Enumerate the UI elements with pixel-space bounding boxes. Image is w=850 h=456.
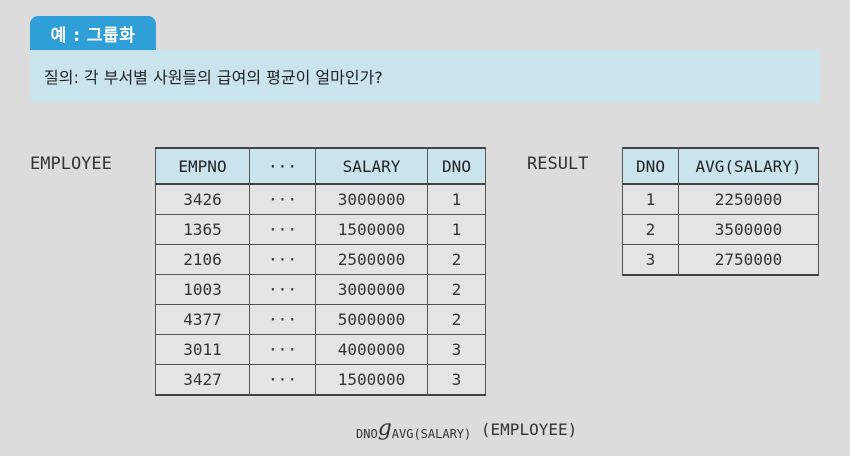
employee-cell: 3426 bbox=[156, 184, 250, 215]
employee-cell: 3 bbox=[428, 365, 486, 396]
employee-cell: 3011 bbox=[156, 335, 250, 365]
result-row: 2 3500000 bbox=[623, 215, 819, 245]
employee-cell: ··· bbox=[250, 245, 316, 275]
employee-cell: 2 bbox=[428, 245, 486, 275]
employee-cell: 1 bbox=[428, 184, 486, 215]
employee-row: 1365 ··· 1500000 1 bbox=[156, 215, 486, 245]
result-cell: 2 bbox=[623, 215, 679, 245]
result-table-label: RESULT bbox=[527, 154, 588, 174]
employee-cell: 2 bbox=[428, 305, 486, 335]
result-cell: 1 bbox=[623, 184, 679, 215]
result-header-cell: AVG(SALARY) bbox=[679, 148, 819, 184]
section-title: 예 : 그룹화 bbox=[30, 16, 156, 50]
employee-cell: 1500000 bbox=[316, 365, 428, 396]
employee-header-cell: SALARY bbox=[316, 148, 428, 184]
employee-cell: ··· bbox=[250, 275, 316, 305]
result-cell: 2250000 bbox=[679, 184, 819, 215]
result-table: DNO AVG(SALARY) 1 2250000 2 3500000 3 2750000 bbox=[622, 147, 819, 276]
query-text: 질의: 각 부서별 사원들의 급여의 평균이 얼마인가? bbox=[30, 50, 820, 102]
formula-group-attr: DNO bbox=[356, 427, 378, 441]
employee-cell: 4377 bbox=[156, 305, 250, 335]
employee-cell: 3 bbox=[428, 335, 486, 365]
formula-relation: (EMPLOYEE) bbox=[481, 420, 577, 439]
employee-cell: 1500000 bbox=[316, 215, 428, 245]
formula-function: AVG(SALARY) bbox=[392, 427, 471, 441]
employee-cell: 2500000 bbox=[316, 245, 428, 275]
employee-cell: 1 bbox=[428, 215, 486, 245]
employee-cell: ··· bbox=[250, 184, 316, 215]
employee-cell: 5000000 bbox=[316, 305, 428, 335]
result-cell: 2750000 bbox=[679, 245, 819, 276]
employee-cell: 1003 bbox=[156, 275, 250, 305]
employee-header-cell: EMPNO bbox=[156, 148, 250, 184]
employee-cell: ··· bbox=[250, 305, 316, 335]
employee-cell: 3000000 bbox=[316, 275, 428, 305]
employee-cell: 2 bbox=[428, 275, 486, 305]
result-row: 1 2250000 bbox=[623, 184, 819, 215]
aggregation-formula: DNOgAVG(SALARY) (EMPLOYEE) bbox=[356, 416, 577, 441]
result-cell: 3 bbox=[623, 245, 679, 276]
employee-cell: 1365 bbox=[156, 215, 250, 245]
employee-row: 3427 ··· 1500000 3 bbox=[156, 365, 486, 396]
employee-row: 3011 ··· 4000000 3 bbox=[156, 335, 486, 365]
employee-cell: ··· bbox=[250, 365, 316, 396]
result-header-cell: DNO bbox=[623, 148, 679, 184]
employee-row: 1003 ··· 3000000 2 bbox=[156, 275, 486, 305]
employee-cell: 4000000 bbox=[316, 335, 428, 365]
employee-header-cell: ··· bbox=[250, 148, 316, 184]
employee-cell: 2106 bbox=[156, 245, 250, 275]
employee-row: 2106 ··· 2500000 2 bbox=[156, 245, 486, 275]
employee-cell: ··· bbox=[250, 215, 316, 245]
employee-cell: ··· bbox=[250, 335, 316, 365]
formula-operator: g bbox=[378, 416, 392, 441]
result-cell: 3500000 bbox=[679, 215, 819, 245]
employee-table: EMPNO ··· SALARY DNO 3426 ··· 3000000 1 1365 ···… bbox=[155, 147, 486, 396]
employee-header-cell: DNO bbox=[428, 148, 486, 184]
result-row: 3 2750000 bbox=[623, 245, 819, 276]
employee-cell: 3000000 bbox=[316, 184, 428, 215]
employee-table-label: EMPLOYEE bbox=[30, 154, 112, 174]
employee-row: 4377 ··· 5000000 2 bbox=[156, 305, 486, 335]
employee-cell: 3427 bbox=[156, 365, 250, 396]
employee-row: 3426 ··· 3000000 1 bbox=[156, 184, 486, 215]
